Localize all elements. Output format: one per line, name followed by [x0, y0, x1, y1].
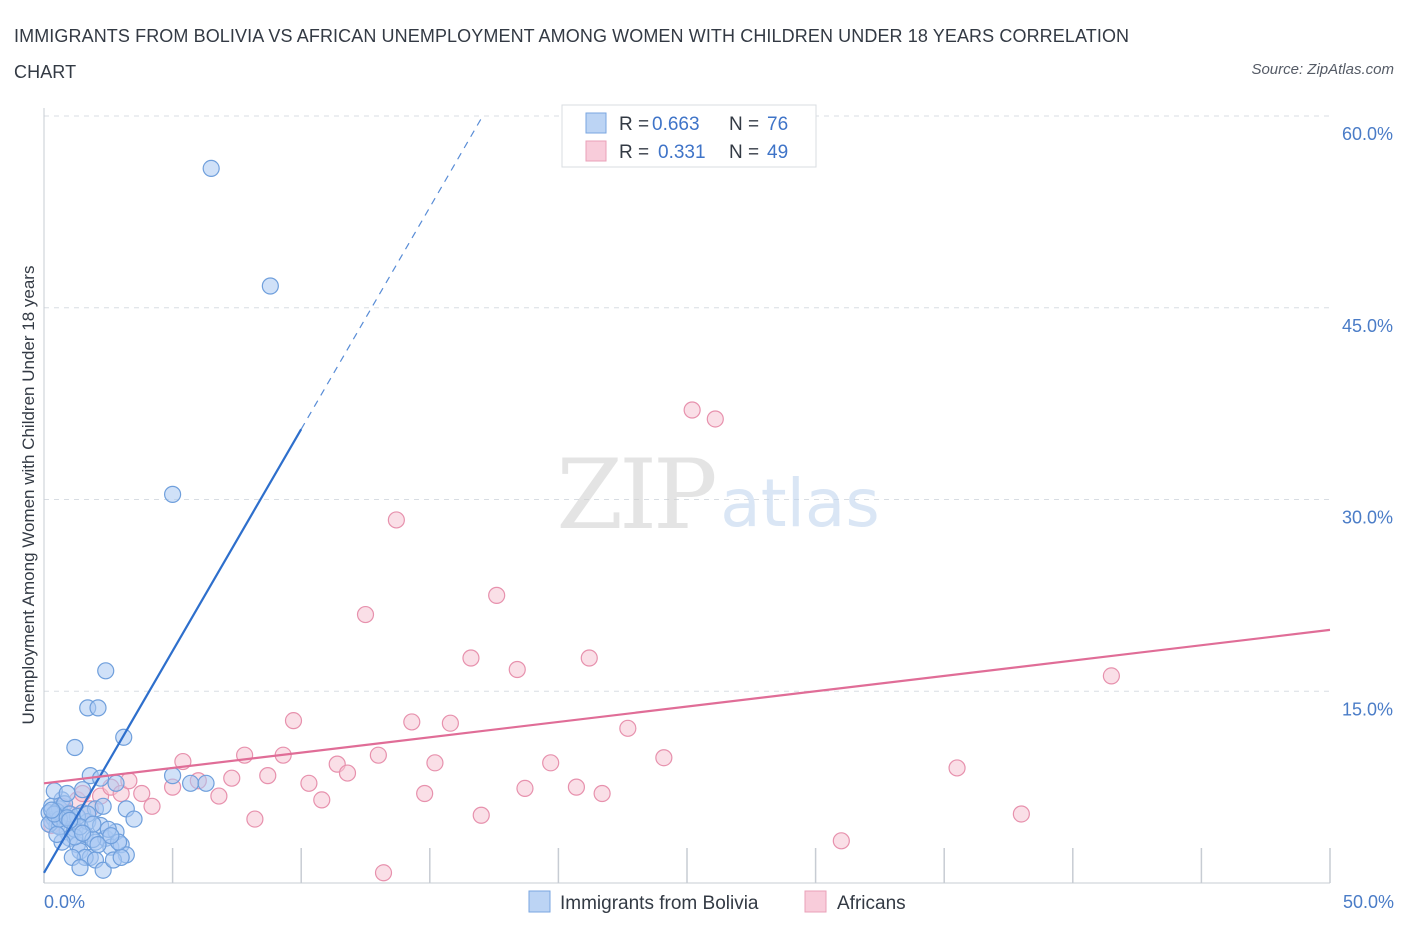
bolivia-point-46	[71, 859, 89, 877]
africans-point-33	[416, 784, 434, 803]
y-tick-label-2: 45.0%	[1342, 316, 1393, 336]
x-tick-label-min: 0.0%	[44, 892, 85, 912]
legend-n-value-2: 49	[767, 142, 788, 163]
africans-point-24	[300, 774, 318, 792]
africans-point-50	[1012, 805, 1030, 823]
africans-point-51	[1102, 667, 1120, 685]
bottom-legend-label-africans: Africans	[837, 893, 906, 914]
africans-point-49	[948, 759, 966, 777]
x-tick-label-max: 50.0%	[1343, 892, 1394, 912]
bolivia-point-52	[89, 836, 107, 854]
africans-point-12	[133, 784, 151, 803]
trend-lines	[43, 118, 1331, 874]
africans-point-40	[516, 779, 534, 798]
bolivia-point-75	[94, 797, 112, 815]
africans-point-32	[403, 713, 421, 731]
bolivia-point-43	[94, 861, 112, 879]
bolivia-point-66	[261, 277, 279, 295]
watermark-zip: ZIP	[556, 439, 715, 551]
bolivia-point-32	[73, 781, 92, 799]
africans-point-43	[580, 649, 598, 667]
bottom-legend: Immigrants from Bolivia Africans	[528, 890, 906, 914]
africans-point-23	[284, 712, 303, 730]
africans-point-39	[508, 660, 526, 679]
bolivia-points	[40, 159, 279, 879]
bolivia-point-63	[197, 774, 215, 792]
africans-point-28	[356, 605, 375, 624]
bolivia-point-62	[182, 774, 200, 792]
africans-point-34	[426, 754, 444, 772]
legend-r-value-2: 0.331	[658, 142, 706, 163]
africans-trend-line	[43, 628, 1331, 785]
bolivia-point-61	[164, 767, 182, 785]
bolivia-trend-line-extension	[300, 118, 482, 430]
legend-swatch-pink	[585, 140, 607, 162]
africans-point-41	[542, 754, 560, 772]
legend-n-label-1: N =	[729, 114, 759, 135]
watermark-atlas: atlas	[720, 465, 880, 542]
africans-point-21	[259, 767, 277, 785]
africans-point-44	[593, 784, 611, 803]
legend-r-label-1: R =	[619, 114, 649, 135]
y-tick-label-3: 60.0%	[1342, 124, 1393, 144]
bolivia-point-31	[58, 784, 76, 803]
y-tick-labels: 15.0% 30.0% 45.0% 60.0%	[1342, 124, 1393, 719]
africans-point-29	[369, 746, 387, 764]
bolivia-trend-line	[43, 428, 303, 874]
africans-point-45	[619, 719, 637, 737]
bolivia-point-56	[66, 738, 84, 757]
africans-point-52	[832, 832, 850, 850]
bolivia-point-71	[102, 827, 120, 845]
africans-point-31	[387, 511, 405, 529]
africans-point-27	[338, 764, 357, 782]
bolivia-point-59	[97, 662, 115, 680]
africans-point-46	[655, 749, 673, 767]
source-label: Source: ZipAtlas.com	[1251, 61, 1394, 78]
legend-r-value-1: 0.663	[652, 114, 700, 135]
africans-point-48	[706, 410, 724, 428]
legend-n-value-1: 76	[767, 114, 788, 135]
chart-title: IMMIGRANTS FROM BOLIVIA VS AFRICAN UNEMP…	[14, 26, 1130, 82]
bolivia-point-35	[107, 774, 125, 792]
africans-point-20	[246, 810, 264, 828]
africans-point-13	[143, 797, 161, 815]
legend-n-label-2: N =	[729, 142, 759, 163]
bolivia-point-37	[125, 810, 143, 828]
legend-swatch-blue	[585, 112, 607, 134]
bottom-legend-label-bolivia: Immigrants from Bolivia	[560, 893, 759, 914]
africans-point-37	[472, 806, 490, 824]
x-axis-ticks	[43, 848, 1331, 883]
bolivia-point-72	[43, 801, 61, 819]
africans-point-17	[210, 787, 228, 805]
africans-point-42	[567, 778, 586, 796]
africans-point-30	[374, 864, 393, 882]
africans-point-18	[223, 769, 241, 787]
y-tick-label-1: 30.0%	[1342, 508, 1393, 528]
bolivia-point-48	[112, 848, 130, 867]
africans-point-35	[441, 714, 459, 732]
y-axis-label: Unemployment Among Women with Children U…	[19, 266, 38, 725]
africans-point-38	[488, 586, 506, 604]
africans-point-25	[313, 791, 331, 809]
top-legend: R = 0.663 N = 76 R = 0.331 N = 49	[561, 104, 817, 168]
bottom-legend-swatch-pink	[804, 890, 827, 913]
y-tick-label-0: 15.0%	[1342, 699, 1393, 719]
bolivia-point-64	[164, 485, 182, 503]
bolivia-point-74	[73, 824, 92, 842]
bottom-legend-swatch-blue	[528, 890, 551, 913]
bolivia-point-58	[89, 699, 107, 717]
bolivia-point-65	[202, 159, 220, 178]
africans-point-36	[462, 649, 480, 667]
africans-point-47	[683, 401, 701, 419]
legend-r-label-2: R =	[619, 142, 649, 163]
